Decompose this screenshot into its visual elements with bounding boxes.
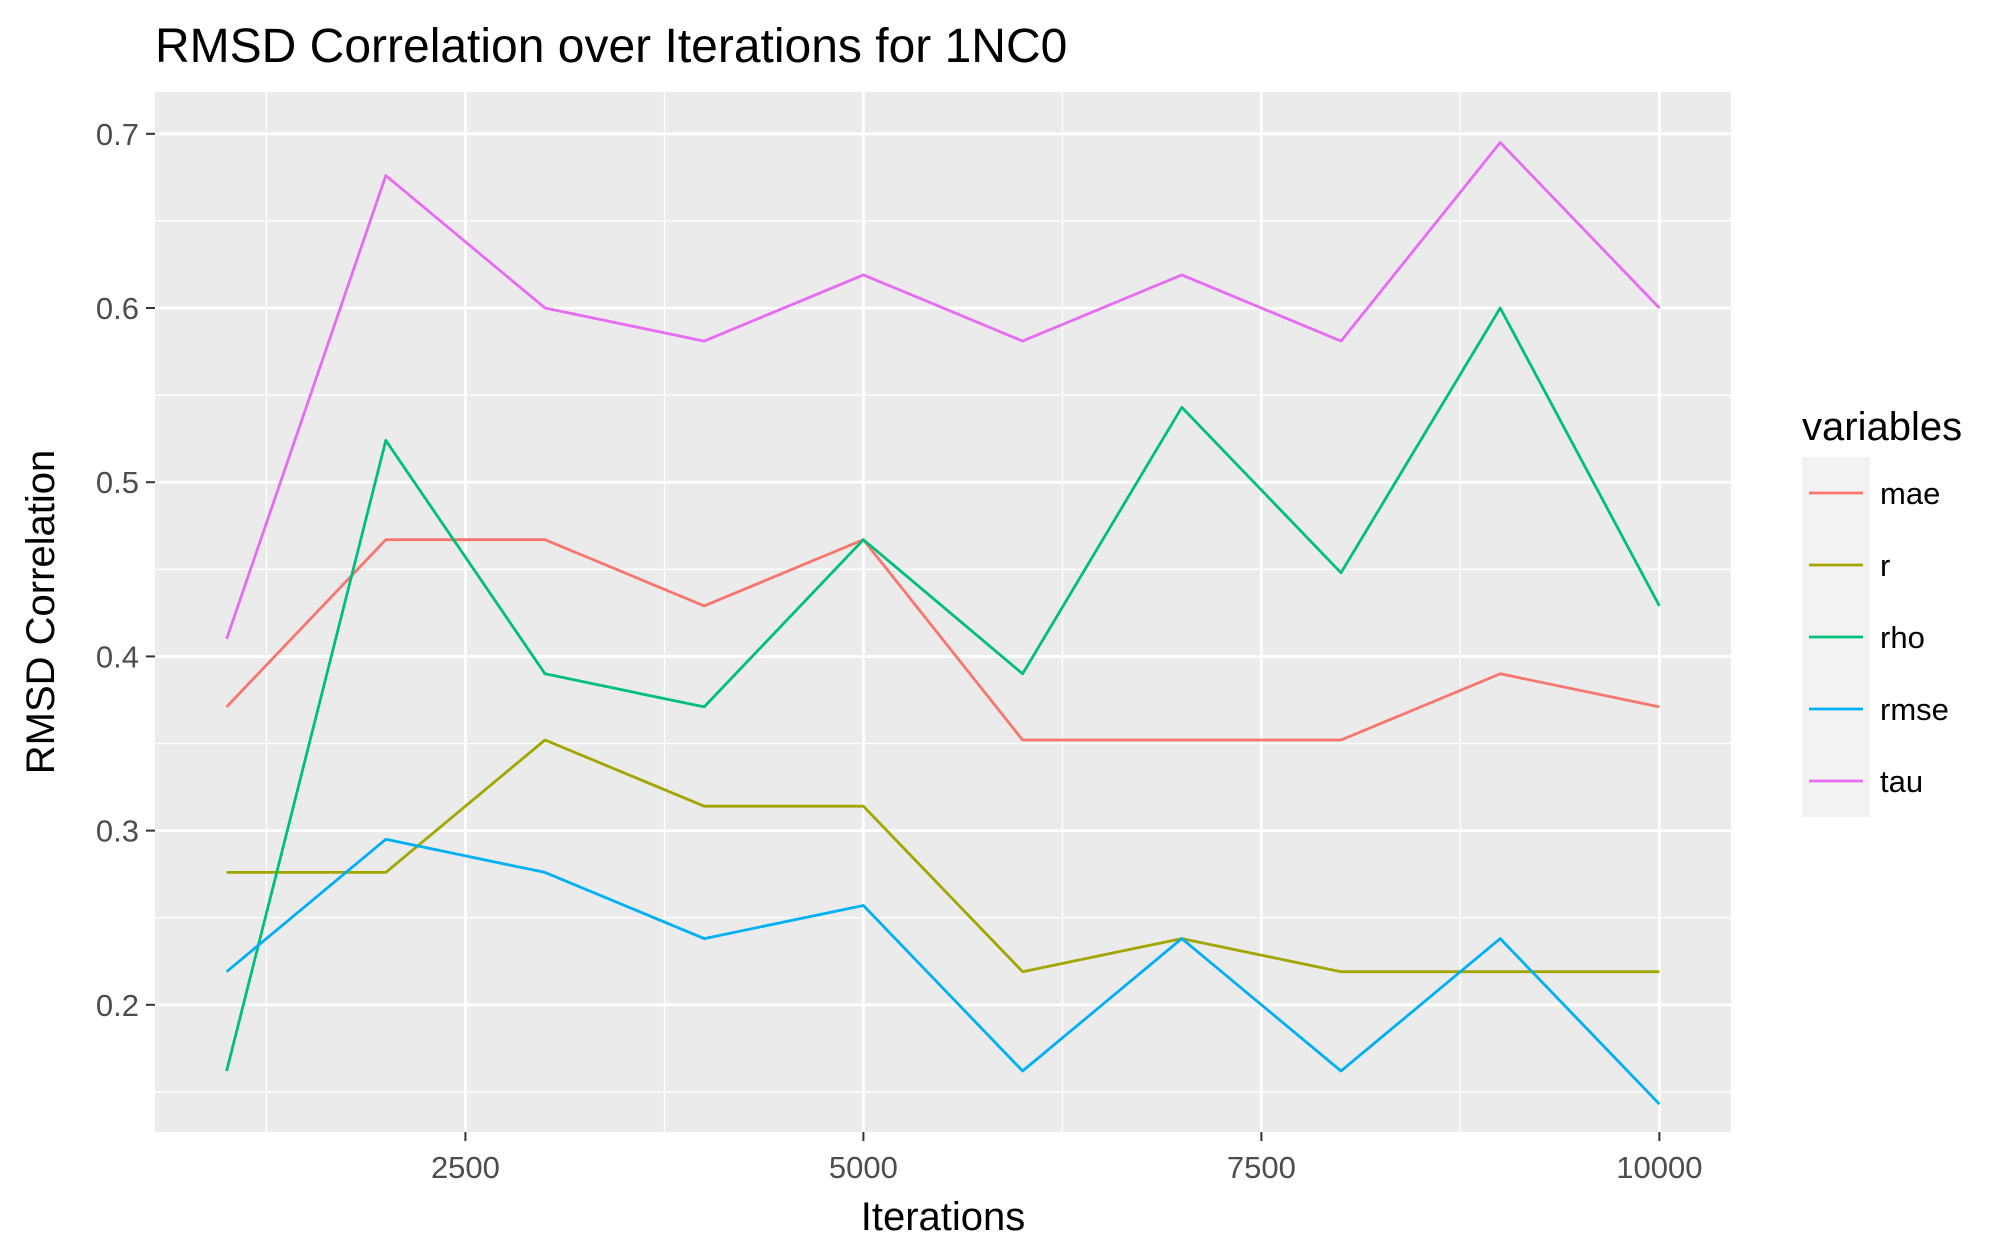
plot-background [155, 92, 1731, 1132]
y-tick-label: 0.6 [96, 291, 139, 326]
x-tick-label: 10000 [1616, 1150, 1702, 1185]
chart-title: RMSD Correlation over Iterations for 1NC… [155, 20, 1067, 73]
y-tick-label: 0.2 [96, 988, 139, 1023]
x-tick-label: 5000 [829, 1150, 898, 1185]
series-line-rho [225, 306, 1661, 1072]
x-tick-label: 7500 [1227, 1150, 1296, 1185]
y-tick-label: 0.4 [96, 639, 139, 674]
y-axis-title: RMSD Correlation [19, 450, 63, 775]
x-tick-label: 2500 [431, 1150, 500, 1185]
series-line-mae [225, 538, 1660, 742]
major-gridlines [155, 92, 1731, 1132]
series-line-tau [225, 141, 1661, 640]
x-axis-ticks: 2500 5000 7500 10000 [431, 1132, 1702, 1185]
y-tick-label: 0.7 [96, 117, 139, 152]
series-lines [225, 141, 1661, 1106]
legend-items: mae r rho rmse tau [1802, 457, 1949, 817]
x-axis-title: Iterations [861, 1195, 1026, 1239]
y-axis-ticks: 0.2 0.3 0.4 0.5 0.6 0.7 [96, 117, 155, 1023]
y-tick-label: 0.5 [96, 465, 139, 500]
legend-title: variables [1802, 405, 1962, 449]
legend-label-r: r [1880, 548, 1890, 583]
legend: variables mae r rho rmse tau [1802, 405, 1962, 817]
legend-label-mae: mae [1880, 476, 1940, 511]
legend-label-rho: rho [1880, 620, 1925, 655]
legend-label-tau: tau [1880, 764, 1923, 799]
legend-label-rmse: rmse [1880, 692, 1949, 727]
minor-gridlines [155, 92, 1731, 1132]
series-line-r [226, 738, 1660, 974]
y-tick-label: 0.3 [96, 814, 139, 849]
series-line-rmse [225, 837, 1661, 1106]
